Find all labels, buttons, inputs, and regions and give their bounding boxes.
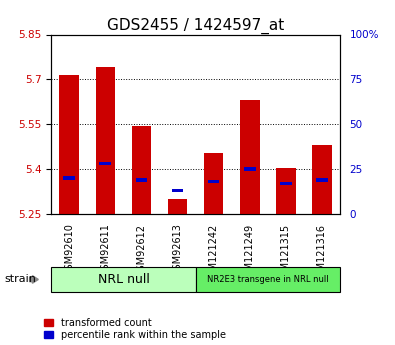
Bar — [276, 168, 295, 214]
Bar — [312, 145, 331, 214]
Title: GDS2455 / 1424597_at: GDS2455 / 1424597_at — [107, 18, 284, 34]
Bar — [96, 67, 115, 214]
Bar — [60, 75, 79, 214]
Text: strain: strain — [4, 275, 36, 284]
Bar — [135, 178, 147, 181]
Legend: transformed count, percentile rank within the sample: transformed count, percentile rank withi… — [44, 318, 226, 340]
Bar — [316, 178, 327, 181]
Bar — [167, 199, 187, 214]
Bar — [132, 126, 151, 214]
Text: NR2E3 transgene in NRL null: NR2E3 transgene in NRL null — [207, 275, 328, 284]
Bar — [244, 167, 256, 171]
Bar — [240, 100, 260, 214]
Text: NRL null: NRL null — [98, 273, 149, 286]
Bar — [208, 180, 220, 184]
Bar — [64, 176, 75, 180]
Bar — [100, 162, 111, 166]
Bar — [280, 181, 292, 185]
Bar — [204, 152, 224, 214]
Bar — [171, 189, 183, 193]
